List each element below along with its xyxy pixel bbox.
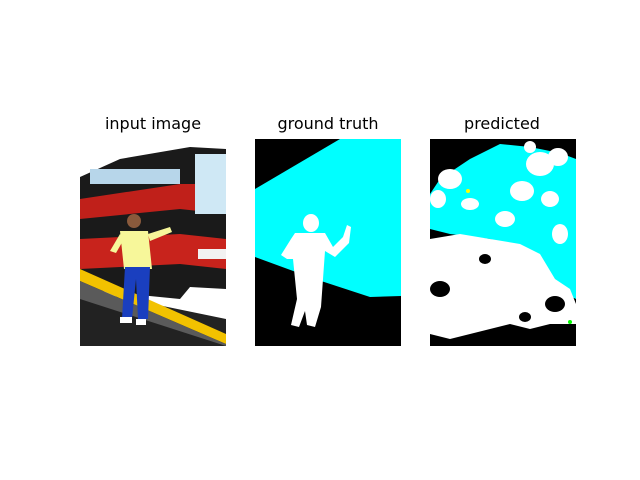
predicted-noise-green [568, 320, 572, 324]
panel-title-predicted: predicted [464, 114, 540, 133]
panel-title-input: input image [104, 114, 202, 133]
person-region [281, 214, 351, 327]
predicted-noise-white [430, 141, 576, 339]
panel-title-ground-truth: ground truth [277, 114, 379, 133]
predicted-noise-yellow [466, 189, 470, 193]
input-image [80, 139, 226, 346]
ground-truth-mask [255, 139, 401, 346]
predicted-noise-black [430, 254, 565, 322]
predicted-mask [430, 139, 576, 346]
